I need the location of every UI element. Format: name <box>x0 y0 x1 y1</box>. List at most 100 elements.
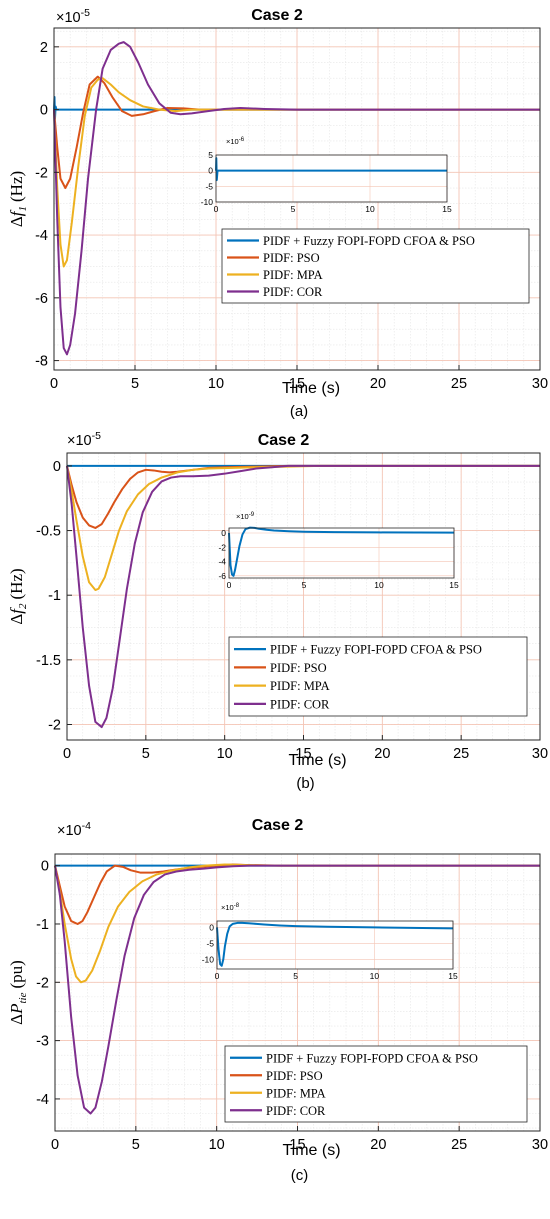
inset-y-tick-label: -5 <box>206 938 214 948</box>
series-group <box>54 863 540 1115</box>
legend-label: PIDF + Fuzzy FOPI-FOPD CFOA & PSO <box>270 643 482 657</box>
y-label-unit: (pu) <box>7 960 26 988</box>
legend-label: PIDF: COR <box>263 285 323 299</box>
legend-label: PIDF: PSO <box>263 251 320 265</box>
legend-label: PIDF + Fuzzy FOPI-FOPD CFOA & PSO <box>266 1051 478 1065</box>
x-tick-label: 30 <box>532 746 548 762</box>
y-label-subscript: tie <box>17 992 29 1003</box>
y-multiplier-base: ×10 <box>57 823 82 839</box>
inset-x-tick-label: 10 <box>370 971 380 981</box>
inset-chart: 0 5 10 15 0 -5 -10 ×10-8 <box>202 903 458 981</box>
x-tick-label: 20 <box>374 746 390 762</box>
inset-multiplier-base: ×10 <box>221 903 234 912</box>
x-axis-label: Time (s) <box>288 752 346 769</box>
x-tick-label: 5 <box>132 1137 140 1153</box>
x-tick-label: 25 <box>451 1137 467 1153</box>
inset-multiplier: ×10-6 <box>226 137 245 146</box>
y-multiplier-exponent: -5 <box>92 430 101 442</box>
y-label-subscript: 1 <box>17 206 29 212</box>
y-label-symbol: f <box>7 607 26 614</box>
y-multiplier-exponent: -5 <box>81 7 90 19</box>
inset-x-tick-label: 15 <box>449 580 459 590</box>
chart-title: Case 2 <box>258 432 310 449</box>
inset-y-tick-label: 0 <box>221 528 226 538</box>
y-multiplier-base: ×10 <box>56 10 81 26</box>
y-label-subscript: 2 <box>17 603 29 609</box>
inset-multiplier-base: ×10 <box>226 137 239 146</box>
y-axis-label: Δf2 (Hz) <box>7 568 29 624</box>
y-tick-label: -8 <box>35 354 48 370</box>
inset-x-tick-label: 10 <box>365 204 375 214</box>
y-tick-label: -6 <box>35 291 48 307</box>
inset-y-tick-label: 0 <box>208 166 213 176</box>
inset-y-tick-label: -10 <box>201 197 214 207</box>
y-tick-label: -2 <box>35 165 48 181</box>
inset-multiplier: ×10-8 <box>221 903 240 912</box>
x-tick-label: 30 <box>532 376 548 392</box>
legend-label: PIDF: COR <box>270 697 330 711</box>
y-label-prefix: Δ <box>7 614 26 625</box>
legend-box <box>228 636 528 717</box>
y-multiplier: ×10-4 <box>57 820 91 839</box>
panel-caption: (c) <box>291 1167 309 1184</box>
x-axis-label: Time (s) <box>282 1142 340 1159</box>
x-tick-label: 15 <box>289 376 305 392</box>
x-tick-label: 0 <box>63 746 71 762</box>
inset-frame <box>216 920 454 970</box>
legend-box <box>224 1045 528 1123</box>
x-tick-label: 0 <box>50 376 58 392</box>
inset-x-tick-label: 0 <box>215 971 220 981</box>
legend-label: PIDF: MPA <box>263 268 323 282</box>
legend-label: PIDF: PSO <box>270 661 327 675</box>
y-label-symbol: f <box>7 209 26 216</box>
inset-multiplier-base: ×10 <box>236 512 249 521</box>
x-tick-label: 5 <box>131 376 139 392</box>
y-multiplier: ×10-5 <box>56 7 90 26</box>
series-line-cor <box>66 464 540 729</box>
y-tick-label: -1.5 <box>36 653 61 669</box>
inset-y-tick-label: -10 <box>202 954 215 964</box>
y-tick-label: -2 <box>36 975 49 991</box>
y-tick-label: -2 <box>48 717 61 733</box>
chart-title: Case 2 <box>251 7 303 24</box>
inset-y-tick-label: 0 <box>209 922 214 932</box>
inset-series-line <box>216 921 454 967</box>
inset-background <box>216 155 447 202</box>
y-tick-label: -4 <box>36 1092 49 1108</box>
inset-chart: 0 5 10 15 0 -2 -4 -6 ×10-9 <box>218 512 459 590</box>
x-tick-label: 10 <box>209 1137 225 1153</box>
x-tick-label: 10 <box>208 376 224 392</box>
x-tick-label: 15 <box>295 746 311 762</box>
y-tick-label: 2 <box>40 40 48 56</box>
chart-title: Case 2 <box>252 817 304 834</box>
y-multiplier-exponent: -4 <box>82 820 91 832</box>
y-tick-label: 0 <box>53 459 61 475</box>
x-tick-label: 0 <box>51 1137 59 1153</box>
x-tick-label: 5 <box>142 746 150 762</box>
x-tick-label: 25 <box>451 376 467 392</box>
series-line-mpa <box>54 863 540 984</box>
inset-background <box>217 921 453 969</box>
inset-chart: 0 5 10 15 5 0 -5 -10 ×10-6 <box>201 137 452 214</box>
inset-x-tick-label: 0 <box>214 204 219 214</box>
inset-y-tick-label: -6 <box>218 571 226 581</box>
y-tick-label: -1 <box>36 917 49 933</box>
series-group <box>66 464 540 729</box>
x-tick-label: 30 <box>532 1137 548 1153</box>
inset-x-tick-label: 10 <box>374 580 384 590</box>
inset-x-tick-label: 5 <box>302 580 307 590</box>
y-label-unit: (Hz) <box>7 171 26 202</box>
y-tick-label: 0 <box>41 859 49 875</box>
legend: PIDF + Fuzzy FOPI-FOPD CFOA & PSO PIDF: P… <box>221 228 530 304</box>
y-label-prefix: Δ <box>7 1014 26 1025</box>
inset-y-tick-label: -4 <box>218 557 226 567</box>
series-line-mpa <box>66 464 540 592</box>
y-multiplier: ×10-5 <box>67 430 101 449</box>
inset-frame <box>228 527 455 579</box>
legend-label: PIDF: MPA <box>270 679 330 693</box>
inset-multiplier-exponent: -6 <box>239 137 245 143</box>
y-multiplier-base: ×10 <box>67 433 92 449</box>
y-axis-label: Δf1 (Hz) <box>7 171 29 227</box>
